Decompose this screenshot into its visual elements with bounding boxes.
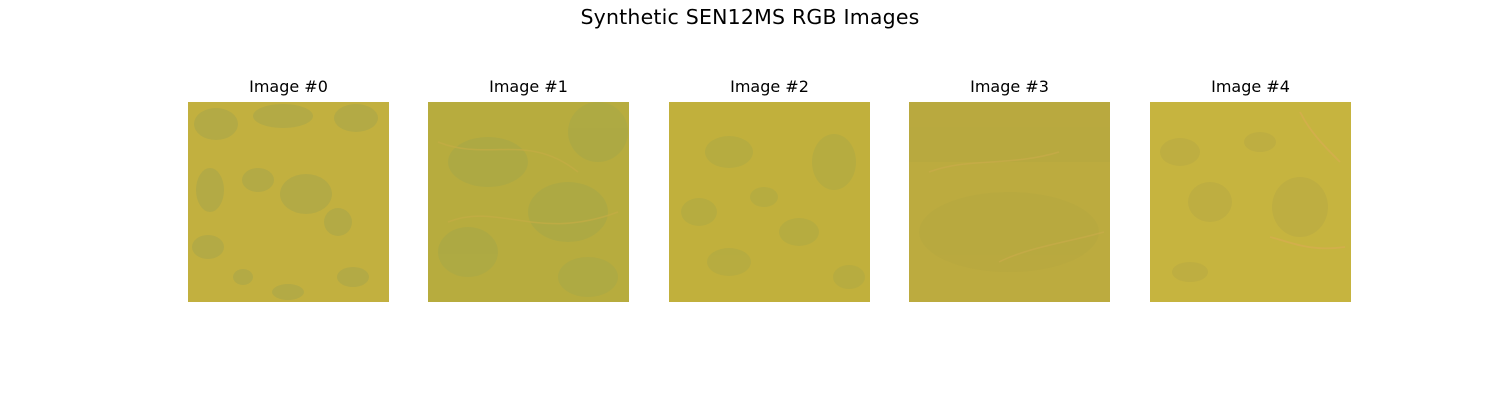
figure-title: Synthetic SEN12MS RGB Images — [580, 5, 920, 29]
image-panel-2: Image #2 — [669, 76, 870, 302]
satellite-image-tile — [428, 102, 629, 302]
image-panel-title: Image #0 — [249, 77, 328, 96]
tile-shade-patches — [1160, 132, 1328, 282]
tile-accent-lines — [437, 141, 619, 225]
image-panel-title: Image #2 — [730, 77, 809, 96]
satellite-image-tile — [188, 102, 389, 302]
image-panel-title: Image #4 — [1211, 77, 1290, 96]
image-panel-0: Image #0 — [188, 76, 389, 302]
image-panel-1: Image #1 — [428, 76, 629, 302]
tile-shade-patches — [681, 134, 865, 289]
image-panel-4: Image #4 — [1150, 76, 1351, 302]
tile-shade-patches — [909, 102, 1110, 272]
satellite-image-tile — [1150, 102, 1351, 302]
satellite-image-tile — [669, 102, 870, 302]
image-panel-3: Image #3 — [909, 76, 1110, 302]
tile-accent-lines — [1269, 111, 1346, 250]
image-panel-title: Image #3 — [970, 77, 1049, 96]
tile-shade-patches — [192, 104, 378, 300]
tile-accent-lines — [928, 151, 1105, 263]
satellite-image-tile — [909, 102, 1110, 302]
image-panel-title: Image #1 — [489, 77, 568, 96]
